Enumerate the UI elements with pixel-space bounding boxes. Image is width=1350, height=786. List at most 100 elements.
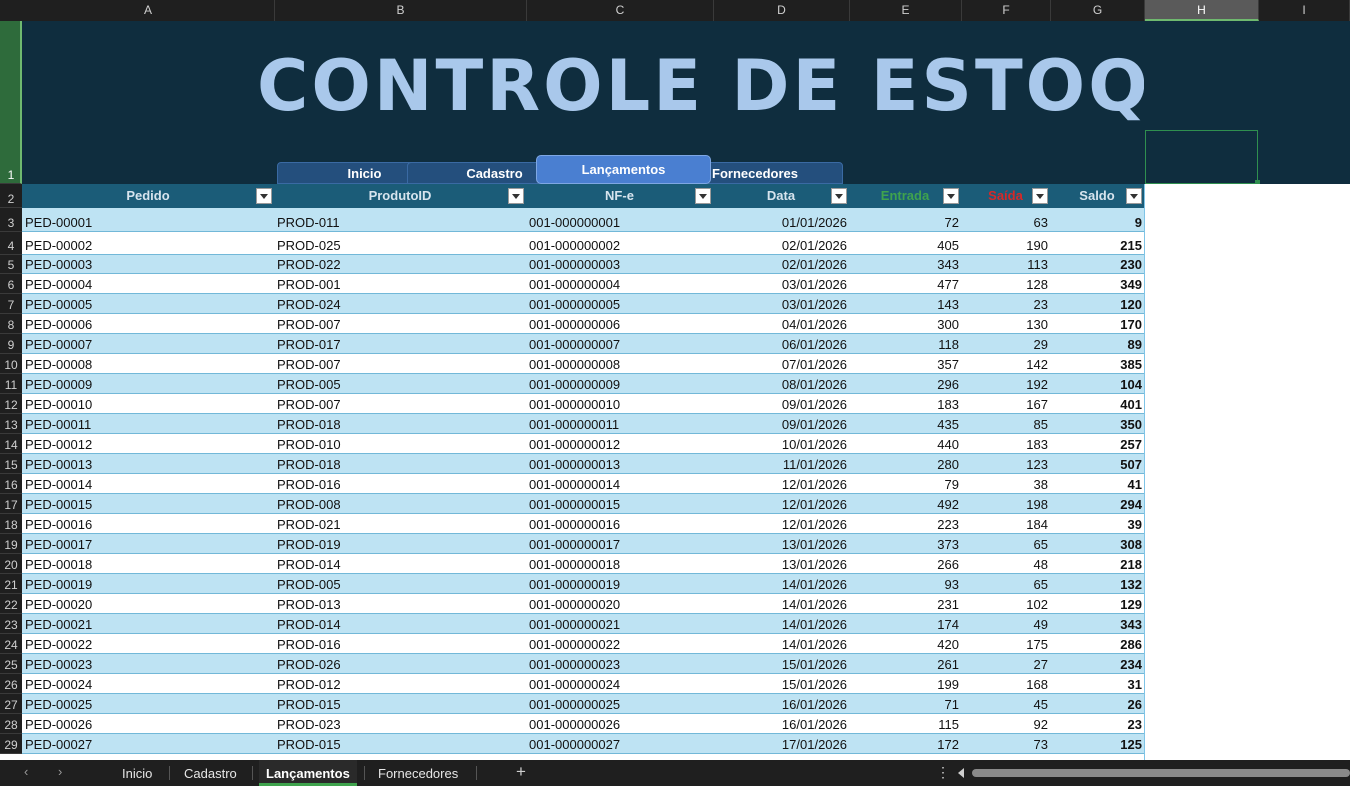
pedido-cell[interactable]: PED-00015 xyxy=(25,497,93,512)
saida-cell[interactable]: 183 xyxy=(1026,437,1048,452)
row-header[interactable]: 22 xyxy=(0,594,22,614)
row-header[interactable]: 16 xyxy=(0,474,22,494)
entrada-cell[interactable]: 435 xyxy=(937,417,959,432)
produto-cell[interactable]: PROD-007 xyxy=(277,317,341,332)
saida-cell[interactable]: 184 xyxy=(1026,517,1048,532)
column-header-f[interactable]: F xyxy=(962,0,1051,21)
data-cell[interactable]: 17/01/2026 xyxy=(781,737,847,752)
table-row[interactable]: PED-00003 PROD-022 001-000000003 02/01/2026… xyxy=(22,255,1144,274)
nfe-cell[interactable]: 001-000000019 xyxy=(529,577,621,592)
produto-cell[interactable]: PROD-017 xyxy=(277,337,341,352)
table-row[interactable]: PED-00020 PROD-013 001-000000020 14/01/2026… xyxy=(22,594,1144,614)
table-row[interactable]: PED-00006 PROD-007 001-000000006 04/01/2026… xyxy=(22,314,1144,334)
data-cell[interactable]: 13/01/2026 xyxy=(781,537,847,552)
entrada-cell[interactable]: 420 xyxy=(937,637,959,652)
entrada-cell[interactable]: 373 xyxy=(937,537,959,552)
produto-cell[interactable]: PROD-011 xyxy=(277,215,340,230)
data-cell[interactable]: 12/01/2026 xyxy=(781,497,847,512)
saldo-cell[interactable]: 132 xyxy=(1120,577,1142,592)
saida-cell[interactable]: 198 xyxy=(1026,497,1048,512)
entrada-cell[interactable]: 266 xyxy=(937,557,959,572)
row-header[interactable]: 21 xyxy=(0,574,22,594)
nfe-cell[interactable]: 001-000000001 xyxy=(529,215,621,230)
nfe-cell[interactable]: 001-000000014 xyxy=(529,477,621,492)
saida-cell[interactable]: 29 xyxy=(1033,337,1048,352)
scroll-left-icon[interactable] xyxy=(958,768,964,778)
filter-dropdown-icon[interactable] xyxy=(1032,188,1048,204)
table-row[interactable]: PED-00024 PROD-012 001-000000024 15/01/2026… xyxy=(22,674,1144,694)
filter-dropdown-icon[interactable] xyxy=(256,188,272,204)
saida-cell[interactable]: 168 xyxy=(1026,677,1048,692)
selected-cell-h1[interactable] xyxy=(1145,130,1258,184)
pedido-cell[interactable]: PED-00021 xyxy=(25,617,93,632)
data-cell[interactable]: 01/01/2026 xyxy=(781,215,847,230)
produto-cell[interactable]: PROD-016 xyxy=(277,477,341,492)
nfe-cell[interactable]: 001-000000015 xyxy=(529,497,621,512)
nfe-cell[interactable]: 001-000000024 xyxy=(529,677,621,692)
pedido-cell[interactable]: PED-00020 xyxy=(25,597,93,612)
nfe-cell[interactable]: 001-000000012 xyxy=(529,437,621,452)
pedido-cell[interactable]: PED-00009 xyxy=(25,377,93,392)
saldo-cell[interactable]: 308 xyxy=(1120,537,1142,552)
row-header[interactable]: 7 xyxy=(0,294,22,314)
nfe-cell[interactable]: 001-000000017 xyxy=(529,537,621,552)
saida-cell[interactable]: 128 xyxy=(1026,277,1048,292)
column-header-h[interactable]: H xyxy=(1145,0,1259,21)
row-header[interactable]: 1 xyxy=(0,21,22,184)
entrada-cell[interactable]: 118 xyxy=(938,337,959,352)
column-header-a[interactable]: A xyxy=(22,0,275,21)
add-sheet-icon[interactable]: + xyxy=(516,762,526,781)
saldo-cell[interactable]: 41 xyxy=(1127,477,1142,492)
saida-cell[interactable]: 38 xyxy=(1033,477,1048,492)
nfe-cell[interactable]: 001-000000003 xyxy=(529,257,621,272)
table-row[interactable]: PED-00005 PROD-024 001-000000005 03/01/2026… xyxy=(22,294,1144,314)
pedido-cell[interactable]: PED-00023 xyxy=(25,657,93,672)
nfe-cell[interactable]: 001-000000016 xyxy=(529,517,621,532)
nfe-cell[interactable]: 001-000000005 xyxy=(529,297,621,312)
produto-cell[interactable]: PROD-008 xyxy=(277,497,341,512)
entrada-cell[interactable]: 183 xyxy=(937,397,959,412)
data-cell[interactable]: 14/01/2026 xyxy=(781,577,847,592)
pedido-cell[interactable]: PED-00001 xyxy=(25,215,93,230)
row-header[interactable]: 11 xyxy=(0,374,22,394)
table-row[interactable]: PED-00015 PROD-008 001-000000015 12/01/2026… xyxy=(22,494,1144,514)
saldo-cell[interactable]: 350 xyxy=(1120,417,1142,432)
table-row[interactable]: PED-00027 PROD-015 001-000000027 17/01/2026… xyxy=(22,734,1144,754)
sheet-tab-cadastro[interactable]: Cadastro xyxy=(184,766,237,781)
produto-cell[interactable]: PROD-022 xyxy=(277,257,341,272)
pedido-cell[interactable]: PED-00012 xyxy=(25,437,93,452)
nfe-cell[interactable]: 001-000000023 xyxy=(529,657,621,672)
empty-cells[interactable] xyxy=(1144,184,1350,760)
nfe-cell[interactable]: 001-000000009 xyxy=(529,377,621,392)
column-header-c[interactable]: C xyxy=(527,0,714,21)
saida-cell[interactable]: 23 xyxy=(1033,297,1048,312)
data-cell[interactable]: 06/01/2026 xyxy=(781,337,847,352)
saldo-cell[interactable]: 31 xyxy=(1127,677,1142,692)
pedido-cell[interactable]: PED-00003 xyxy=(25,257,93,272)
entrada-cell[interactable]: 115 xyxy=(938,717,959,732)
row-header[interactable]: 26 xyxy=(0,674,22,694)
data-cell[interactable]: 14/01/2026 xyxy=(781,637,847,652)
nfe-cell[interactable]: 001-000000013 xyxy=(529,457,621,472)
saldo-cell[interactable]: 294 xyxy=(1120,497,1142,512)
entrada-cell[interactable]: 143 xyxy=(937,297,959,312)
row-header[interactable]: 5 xyxy=(0,255,22,274)
table-row[interactable]: PED-00026 PROD-023 001-000000026 16/01/2026… xyxy=(22,714,1144,734)
table-row[interactable]: PED-00004 PROD-001 001-000000004 03/01/2026… xyxy=(22,274,1144,294)
nfe-cell[interactable]: 001-000000007 xyxy=(529,337,621,352)
saida-cell[interactable]: 49 xyxy=(1033,617,1048,632)
saldo-cell[interactable]: 26 xyxy=(1127,697,1142,712)
produto-cell[interactable]: PROD-018 xyxy=(277,417,341,432)
filter-dropdown-icon[interactable] xyxy=(1126,188,1142,204)
filter-dropdown-icon[interactable] xyxy=(508,188,524,204)
next-sheet-icon[interactable]: › xyxy=(58,764,63,779)
saldo-cell[interactable]: 234 xyxy=(1120,657,1142,672)
saldo-cell[interactable]: 39 xyxy=(1127,517,1142,532)
data-cell[interactable]: 16/01/2026 xyxy=(781,697,847,712)
data-cell[interactable]: 09/01/2026 xyxy=(781,397,847,412)
saida-cell[interactable]: 63 xyxy=(1033,215,1048,230)
data-cell[interactable]: 07/01/2026 xyxy=(781,357,847,372)
row-header[interactable]: 12 xyxy=(0,394,22,414)
saldo-cell[interactable]: 120 xyxy=(1120,297,1142,312)
saldo-cell[interactable]: 104 xyxy=(1120,377,1142,392)
